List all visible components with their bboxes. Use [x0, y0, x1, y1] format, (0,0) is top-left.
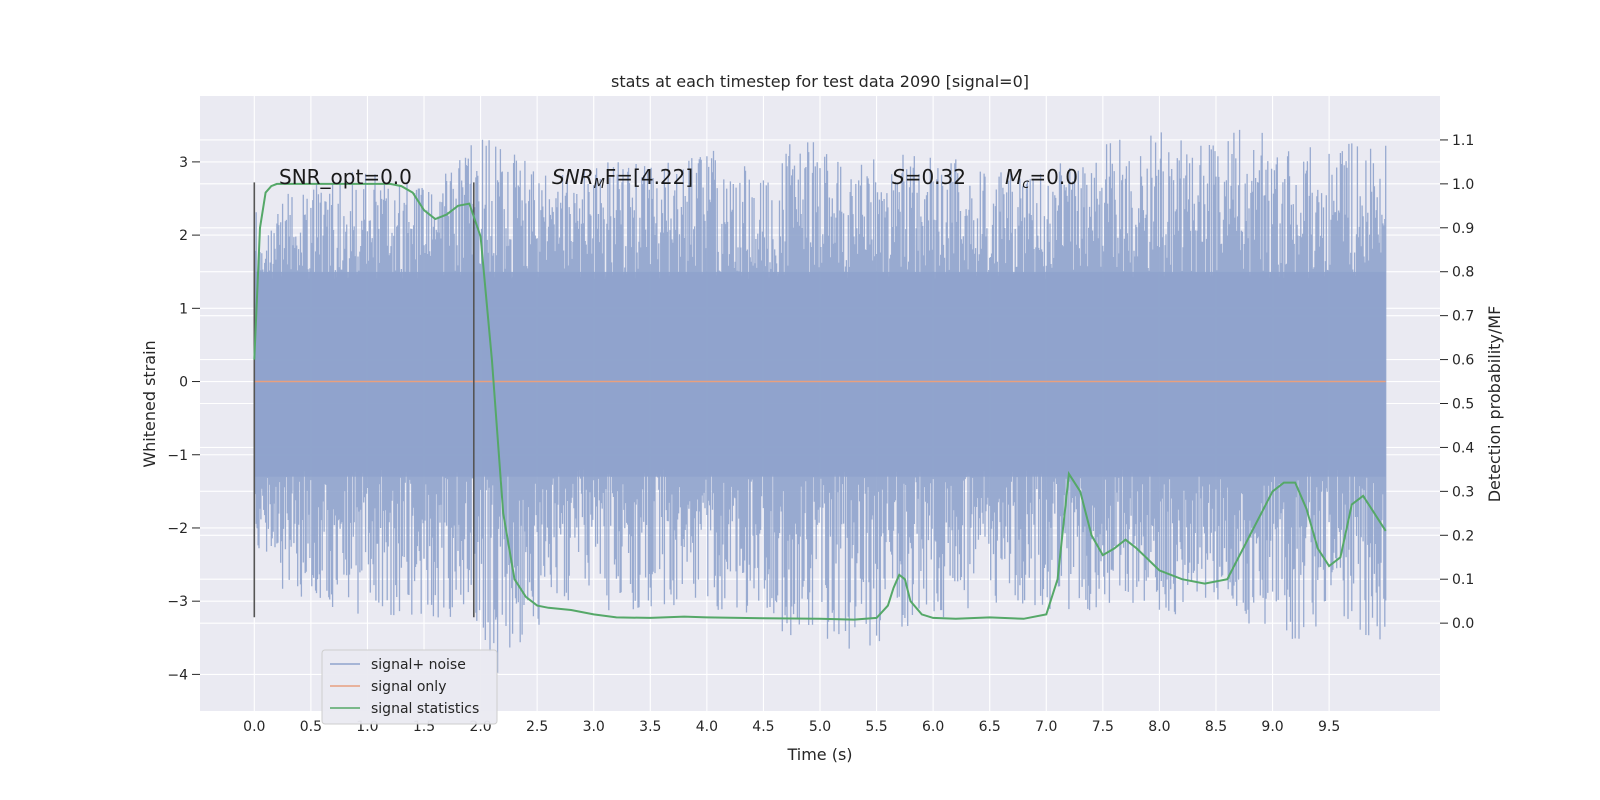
x-tick-label: 7.0	[1035, 719, 1057, 735]
marker-lines	[253, 182, 475, 618]
series-signal-statistics	[253, 182, 1387, 621]
annotation-mc: Mc=0.0	[1005, 165, 1078, 192]
y-left-tick-label: 3	[179, 155, 188, 171]
x-tick-label: 0.0	[243, 719, 265, 735]
annotation-snr-mf-main: SNR	[552, 165, 594, 189]
x-tick-label: 9.0	[1261, 719, 1283, 735]
y-left-tick-label: 2	[179, 228, 188, 244]
annotation-snr-mf-rest: F=[4.22]	[605, 165, 693, 189]
legend-box	[321, 649, 498, 725]
x-tick-label: 5.0	[809, 719, 831, 735]
x-tick-label: 2.5	[526, 719, 548, 735]
y-right-tick-label: 0.7	[1452, 309, 1474, 325]
y-right-tick-label: 0.1	[1452, 572, 1474, 588]
y-left-tick-label: −2	[167, 521, 188, 537]
legend-label-signal-statistics: signal statistics	[371, 701, 479, 717]
legend: signal+ noise signal only signal statist…	[321, 649, 498, 725]
x-tick-label: 6.5	[979, 719, 1001, 735]
chart-title: stats at each timestep for test data 209…	[611, 72, 1029, 91]
legend-label-signal-only: signal only	[371, 679, 446, 695]
y-right-tick-label: 0.9	[1452, 221, 1474, 237]
x-tick-label: 4.5	[752, 719, 774, 735]
annotation-s: S=0.32	[892, 165, 966, 189]
annotation-mc-main: M	[1005, 165, 1022, 189]
annotation-snr-opt: SNR_opt=0.0	[279, 165, 412, 189]
x-tick-label: 3.0	[583, 719, 605, 735]
annotation-mc-rest: =0.0	[1029, 165, 1078, 189]
annotation-s-main: S	[892, 165, 905, 189]
x-tick-label: 3.5	[639, 719, 661, 735]
y-left-axis-ticks: 3 2 1 0 −1 −2 −3 −4	[167, 155, 200, 683]
y-left-tick-label: 1	[179, 301, 188, 317]
y-right-axis-ticks: 1.1 1.0 0.9 0.8 0.7 0.6 0.5 0.4 0.3 0.2 0.1 0.0	[1440, 133, 1474, 632]
series-signal-noise	[253, 129, 1387, 673]
annotation-snr-mf: SNRMF=[4.22]	[552, 165, 693, 192]
y-right-tick-label: 0.4	[1452, 440, 1474, 456]
x-axis-label: Time (s)	[786, 745, 852, 764]
annotation-s-rest: =0.32	[905, 165, 966, 189]
y-right-tick-label: 0.6	[1452, 353, 1474, 369]
y-left-tick-label: −3	[167, 594, 188, 610]
signal-statistics-line	[253, 182, 1387, 621]
x-tick-label: 6.0	[922, 719, 944, 735]
y-left-axis-label: Whitened strain	[140, 340, 159, 467]
x-tick-label: 8.0	[1148, 719, 1170, 735]
x-tick-label: 9.5	[1318, 719, 1340, 735]
x-tick-label: 4.0	[696, 719, 718, 735]
y-right-tick-label: 0.3	[1452, 484, 1474, 500]
x-tick-label: 8.5	[1205, 719, 1227, 735]
y-right-tick-label: 0.5	[1452, 397, 1474, 413]
y-right-tick-label: 1.0	[1452, 177, 1474, 193]
noise-core-band	[254, 271, 1386, 477]
y-right-tick-label: 0.8	[1452, 265, 1474, 281]
x-tick-label: 0.5	[300, 719, 322, 735]
y-left-tick-label: −1	[167, 448, 188, 464]
annotation-snr-mf-sub: M	[594, 177, 605, 192]
y-right-axis-label: Detection probability/MF	[1485, 306, 1504, 503]
y-right-tick-label: 0.2	[1452, 528, 1474, 544]
y-right-tick-label: 1.1	[1452, 133, 1474, 149]
x-tick-label: 5.5	[865, 719, 887, 735]
y-left-tick-label: 0	[179, 375, 188, 391]
legend-label-signal-noise: signal+ noise	[371, 657, 466, 673]
x-tick-label: 7.5	[1092, 719, 1114, 735]
y-right-tick-label: 0.0	[1452, 616, 1474, 632]
annotation-mc-sub: c	[1022, 177, 1029, 192]
y-left-tick-label: −4	[167, 667, 188, 683]
